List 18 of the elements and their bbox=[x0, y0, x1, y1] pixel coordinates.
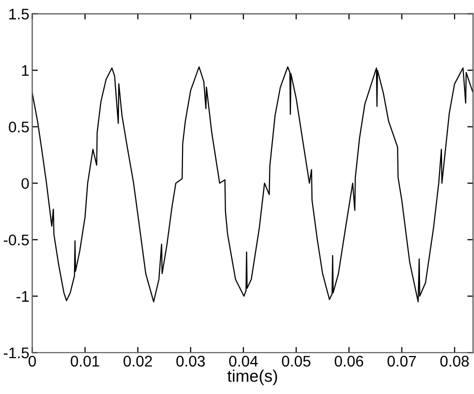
x-tick-label: 0.08 bbox=[440, 356, 469, 367]
x-tick-label: 0.04 bbox=[229, 356, 258, 367]
x-tick-label: 0.03 bbox=[176, 356, 205, 367]
y-tick-label: -1.5 bbox=[4, 348, 29, 358]
y-tick-label: 1 bbox=[22, 65, 29, 76]
x-axis-title: time(s) bbox=[227, 370, 278, 386]
y-tick-label: 1.5 bbox=[9, 8, 29, 20]
x-tick-label: 0.02 bbox=[124, 356, 152, 367]
line-series bbox=[32, 66, 474, 302]
y-tick-label: 0 bbox=[22, 178, 29, 189]
y-tick-label: -0.5 bbox=[4, 234, 29, 246]
x-tick-label: 0.06 bbox=[334, 356, 364, 367]
x-tick-label: 0.01 bbox=[70, 356, 100, 367]
y-tick-label: -1 bbox=[16, 291, 29, 302]
x-tick-label: 0 bbox=[28, 356, 36, 367]
x-tick-label: 0.05 bbox=[282, 356, 310, 367]
y-tick-label: 0.5 bbox=[8, 122, 29, 132]
x-tick-label: 0.07 bbox=[388, 356, 416, 367]
